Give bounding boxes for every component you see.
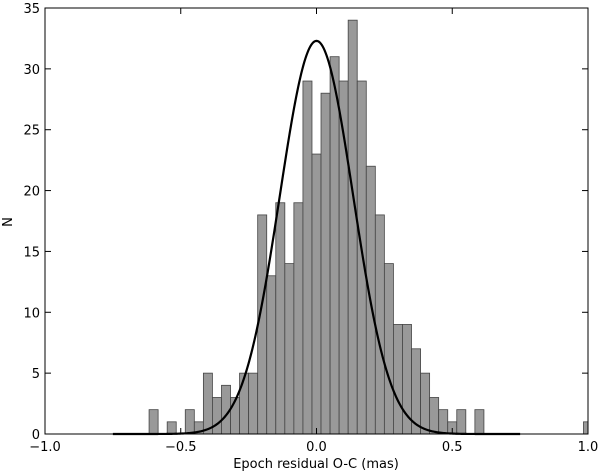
histogram-bar [383,263,394,435]
x-tick-label: −1.0 [29,440,61,455]
histogram-bar [148,409,159,435]
y-tick-label: 35 [23,2,40,17]
x-tick-label: 1.0 [578,440,599,455]
histogram-bar [184,409,195,435]
histogram-bar [347,19,358,435]
histogram-bar [266,275,277,435]
histogram-bar [248,372,259,435]
axis-ticks [44,7,589,435]
x-axis-label: Epoch residual O-C (mas) [233,457,399,472]
histogram-bar [420,372,431,435]
histogram-bar [239,372,250,435]
x-tick-label: 0.5 [442,440,463,455]
histogram-bar [438,409,449,435]
x-tick-label: 0.0 [306,440,327,455]
histogram-bar [275,202,286,435]
x-tick-label: −0.5 [165,440,197,455]
y-tick-label: 30 [23,63,40,78]
histogram-bar [356,80,367,435]
y-tick-label: 25 [23,124,40,139]
histogram-bar [474,409,485,435]
histogram-bar [393,324,403,435]
histogram-bar [311,153,322,435]
y-tick-label: 10 [23,306,40,321]
axis-tick-labels: −1.0 −0.5 0.0 0.5 1.0 0 5 10 15 20 25 30 35 [23,2,598,455]
y-tick-label: 15 [23,245,40,260]
histogram-bar [257,214,268,435]
histogram-bar [166,421,177,435]
histogram-bar [320,92,331,435]
histogram-bar [202,372,213,435]
y-tick-label: 5 [32,367,40,382]
histogram-bar [302,80,313,435]
histogram-bar [429,397,440,435]
y-tick-label: 0 [32,428,40,443]
histogram-bar [293,202,304,435]
histogram-bar [329,56,340,435]
histogram-bar [374,214,385,435]
histogram-bar [583,421,589,435]
histogram-bar [212,397,222,435]
y-axis-label: N [1,217,16,227]
histogram-bar [456,409,467,435]
histogram-bar [284,263,295,435]
y-tick-label: 20 [23,185,40,200]
